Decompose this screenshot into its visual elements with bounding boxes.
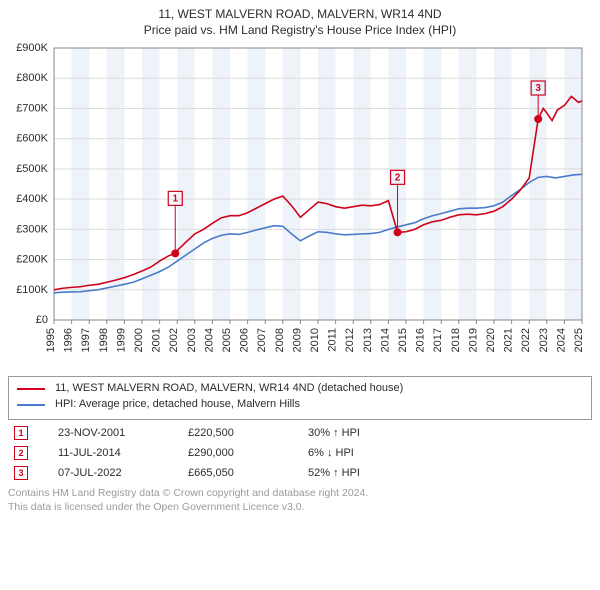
chart-title-subtitle: Price paid vs. HM Land Registry's House … <box>8 22 592 38</box>
legend-item: HPI: Average price, detached house, Malv… <box>17 397 583 413</box>
chart-titles: 11, WEST MALVERN ROAD, MALVERN, WR14 4ND… <box>8 6 592 38</box>
svg-text:2012: 2012 <box>344 328 356 352</box>
svg-text:2005: 2005 <box>221 328 233 352</box>
svg-text:2017: 2017 <box>432 328 444 352</box>
chart-footer: Contains HM Land Registry data © Crown c… <box>8 486 592 514</box>
transaction-price: £220,500 <box>188 427 308 439</box>
svg-text:2015: 2015 <box>397 328 409 352</box>
svg-text:2022: 2022 <box>520 328 532 352</box>
svg-text:£100K: £100K <box>16 284 48 296</box>
svg-text:£800K: £800K <box>16 73 48 85</box>
transaction-delta: 30% ↑ HPI <box>308 427 428 439</box>
svg-text:2014: 2014 <box>379 328 391 352</box>
svg-text:£0: £0 <box>36 314 48 326</box>
svg-text:2010: 2010 <box>309 328 321 352</box>
transaction-price: £290,000 <box>188 447 308 459</box>
svg-text:2021: 2021 <box>503 328 515 352</box>
svg-text:2003: 2003 <box>186 328 198 352</box>
svg-text:2: 2 <box>395 173 401 184</box>
footer-line-1: Contains HM Land Registry data © Crown c… <box>8 486 592 500</box>
svg-text:£200K: £200K <box>16 254 48 266</box>
chart-title-address: 11, WEST MALVERN ROAD, MALVERN, WR14 4ND <box>8 6 592 22</box>
transaction-date: 11-JUL-2014 <box>58 447 188 459</box>
svg-text:2011: 2011 <box>327 328 339 352</box>
transaction-date: 23-NOV-2001 <box>58 427 188 439</box>
svg-text:2016: 2016 <box>415 328 427 352</box>
footer-line-2: This data is licensed under the Open Gov… <box>8 500 592 514</box>
svg-text:1997: 1997 <box>80 328 92 352</box>
legend-swatch <box>17 388 45 390</box>
svg-text:£500K: £500K <box>16 163 48 175</box>
svg-text:£700K: £700K <box>16 103 48 115</box>
transaction-date: 07-JUL-2022 <box>58 467 188 479</box>
transaction-row: 3 07-JUL-2022£665,05052% ↑ HPI <box>8 466 592 480</box>
legend-label: HPI: Average price, detached house, Malv… <box>55 397 300 413</box>
svg-text:2008: 2008 <box>274 328 286 352</box>
svg-text:1998: 1998 <box>98 328 110 352</box>
legend-item: 11, WEST MALVERN ROAD, MALVERN, WR14 4ND… <box>17 381 583 397</box>
svg-text:£600K: £600K <box>16 133 48 145</box>
svg-text:2018: 2018 <box>450 328 462 352</box>
svg-text:£400K: £400K <box>16 193 48 205</box>
svg-text:£300K: £300K <box>16 224 48 236</box>
svg-text:2001: 2001 <box>151 328 163 352</box>
svg-text:2020: 2020 <box>485 328 497 352</box>
svg-text:1999: 1999 <box>115 328 127 352</box>
svg-text:1: 1 <box>172 194 178 205</box>
svg-text:1996: 1996 <box>63 328 75 352</box>
svg-text:2025: 2025 <box>573 328 585 352</box>
transactions-list: 1 23-NOV-2001£220,50030% ↑ HPI 2 11-JUL-201… <box>8 426 592 480</box>
svg-text:2006: 2006 <box>239 328 251 352</box>
transaction-delta: 52% ↑ HPI <box>308 467 428 479</box>
svg-text:2019: 2019 <box>467 328 479 352</box>
legend-label: 11, WEST MALVERN ROAD, MALVERN, WR14 4ND… <box>55 381 403 397</box>
transaction-delta: 6% ↓ HPI <box>308 447 428 459</box>
chart-legend: 11, WEST MALVERN ROAD, MALVERN, WR14 4ND… <box>8 376 592 420</box>
svg-text:2009: 2009 <box>291 328 303 352</box>
svg-text:3: 3 <box>535 84 541 95</box>
svg-text:2002: 2002 <box>168 328 180 352</box>
price-chart: £0 £100K £200K £300K £400K £500K £600K £700K £80… <box>8 40 592 370</box>
transaction-marker: 2 <box>14 446 28 460</box>
svg-text:2000: 2000 <box>133 328 145 352</box>
transaction-row: 1 23-NOV-2001£220,50030% ↑ HPI <box>8 426 592 440</box>
transaction-row: 2 11-JUL-2014£290,0006% ↓ HPI <box>8 446 592 460</box>
svg-text:2024: 2024 <box>555 328 567 352</box>
svg-text:£900K: £900K <box>16 42 48 54</box>
svg-text:2007: 2007 <box>256 328 268 352</box>
svg-text:2023: 2023 <box>538 328 550 352</box>
chart-container: { "title_line1": "11, WEST MALVERN ROAD,… <box>0 0 600 590</box>
legend-swatch <box>17 404 45 406</box>
transaction-marker: 3 <box>14 466 28 480</box>
svg-text:2004: 2004 <box>203 328 215 352</box>
transaction-price: £665,050 <box>188 467 308 479</box>
transaction-marker: 1 <box>14 426 28 440</box>
svg-text:2013: 2013 <box>362 328 374 352</box>
svg-text:1995: 1995 <box>45 328 57 352</box>
